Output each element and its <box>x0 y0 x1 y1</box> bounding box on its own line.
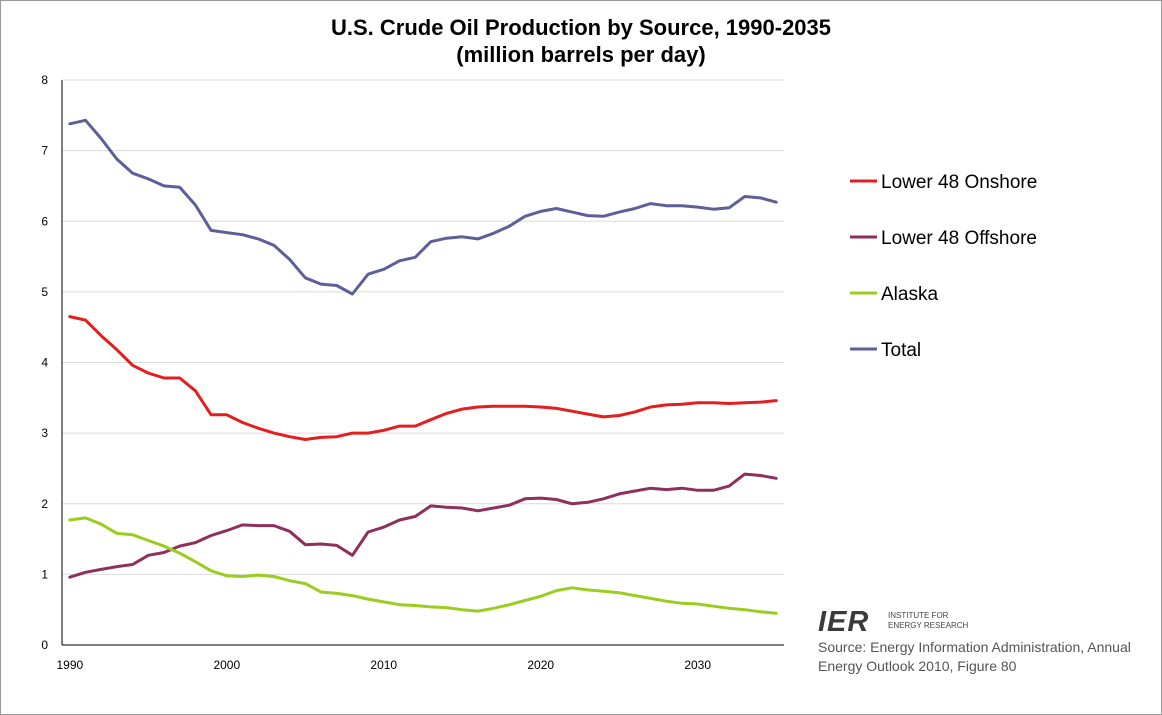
legend: Lower 48 Onshore Lower 48 Offshore Alaska T… <box>850 172 1037 361</box>
series-line-lower-48-onshore <box>68 315 778 441</box>
logo-text: INSTITUTE FOR ENERGY RESEARCH <box>888 611 998 631</box>
series-lines <box>68 118 778 615</box>
y-tick-label: 4 <box>41 356 48 370</box>
y-tick-labels: 0 1 2 3 4 5 6 7 8 <box>41 73 48 652</box>
logo-mark: IER <box>818 606 870 638</box>
chart-subtitle: (million barrels per day) <box>456 42 706 67</box>
grid-lines <box>62 79 784 575</box>
legend-label: Lower 48 Onshore <box>881 172 1037 193</box>
series-line-total <box>68 118 778 296</box>
logo-line-1: INSTITUTE FOR <box>888 611 949 620</box>
x-tick-label: 2000 <box>213 658 240 672</box>
y-tick-label: 8 <box>41 73 48 87</box>
y-tick-label: 5 <box>41 285 48 299</box>
x-tick-label: 2030 <box>684 658 711 672</box>
source-line-2: Energy Outlook 2010, Figure 80 <box>818 658 1017 674</box>
x-tick-label: 1990 <box>56 658 83 672</box>
x-tick-label: 2020 <box>527 658 554 672</box>
series-line-lower-48-offshore <box>68 472 778 579</box>
legend-label: Lower 48 Offshore <box>881 228 1037 249</box>
y-tick-label: 1 <box>41 567 48 581</box>
series-line-alaska <box>68 516 778 615</box>
chart-title: U.S. Crude Oil Production by Source, 199… <box>330 15 832 40</box>
legend-label: Total <box>881 340 921 361</box>
logo-line-2: ENERGY RESEARCH <box>888 621 969 630</box>
legend-label: Alaska <box>881 284 938 305</box>
y-tick-label: 0 <box>41 638 48 652</box>
y-tick-label: 3 <box>41 426 48 440</box>
y-tick-label: 7 <box>41 144 48 158</box>
y-tick-label: 2 <box>41 497 48 511</box>
source-line-1: Source: Energy Information Administratio… <box>818 639 1131 655</box>
x-tick-label: 2010 <box>370 658 397 672</box>
y-tick-label: 6 <box>41 214 48 228</box>
x-tick-labels: 1990 2000 2010 2020 2030 <box>56 658 711 672</box>
axes <box>61 80 784 646</box>
source-note: Source: Energy Information Administratio… <box>818 638 1148 676</box>
